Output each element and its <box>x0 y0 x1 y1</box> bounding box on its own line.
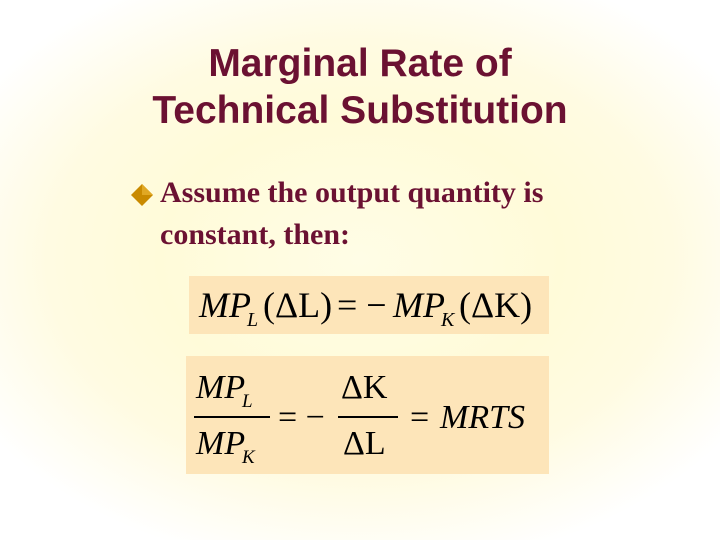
eq2-delta-l: ΔL <box>343 425 386 462</box>
eq1-mp-k: MP <box>392 285 445 325</box>
eq2-numerator-sub: L <box>241 391 253 412</box>
eq1-sub-l: L <box>246 309 258 331</box>
title-line-2: Technical Substitution <box>152 89 568 132</box>
eq2-delta-k: ΔK <box>341 369 388 406</box>
equation-2: MP L MP K = − ΔK ΔL = MRTS <box>194 369 525 468</box>
eq1-equals-minus: = − <box>337 285 387 325</box>
equation-1: MP L (ΔL) = − MP K (ΔK) <box>198 285 532 331</box>
eq1-mp-l: MP <box>198 285 251 325</box>
bullet-text: Assume the output quantity is constant, … <box>160 172 660 256</box>
equation-box-1: MP L (ΔL) = − MP K (ΔK) <box>189 276 549 334</box>
eq2-denominator-sub: K <box>241 447 256 468</box>
slide-title: Marginal Rate of Technical Substitution <box>0 40 720 134</box>
eq1-delta-l: (ΔL) <box>263 285 332 325</box>
bullet-line-2: constant, then: <box>160 218 351 251</box>
eq1-delta-k: (ΔK) <box>459 285 532 325</box>
eq1-sub-k: K <box>440 309 456 331</box>
eq2-numerator-mp: MP <box>195 369 245 406</box>
diamond-bullet-icon <box>131 184 153 206</box>
equation-box-2: MP L MP K = − ΔK ΔL = MRTS <box>186 356 549 474</box>
eq2-denominator-mp: MP <box>195 425 245 462</box>
eq2-mrts: MRTS <box>439 399 525 436</box>
title-line-1: Marginal Rate of <box>208 42 512 85</box>
eq2-equals-minus: = − <box>278 399 325 436</box>
bullet-line-1: Assume the output quantity is <box>160 176 544 209</box>
eq2-equals: = <box>410 399 429 436</box>
